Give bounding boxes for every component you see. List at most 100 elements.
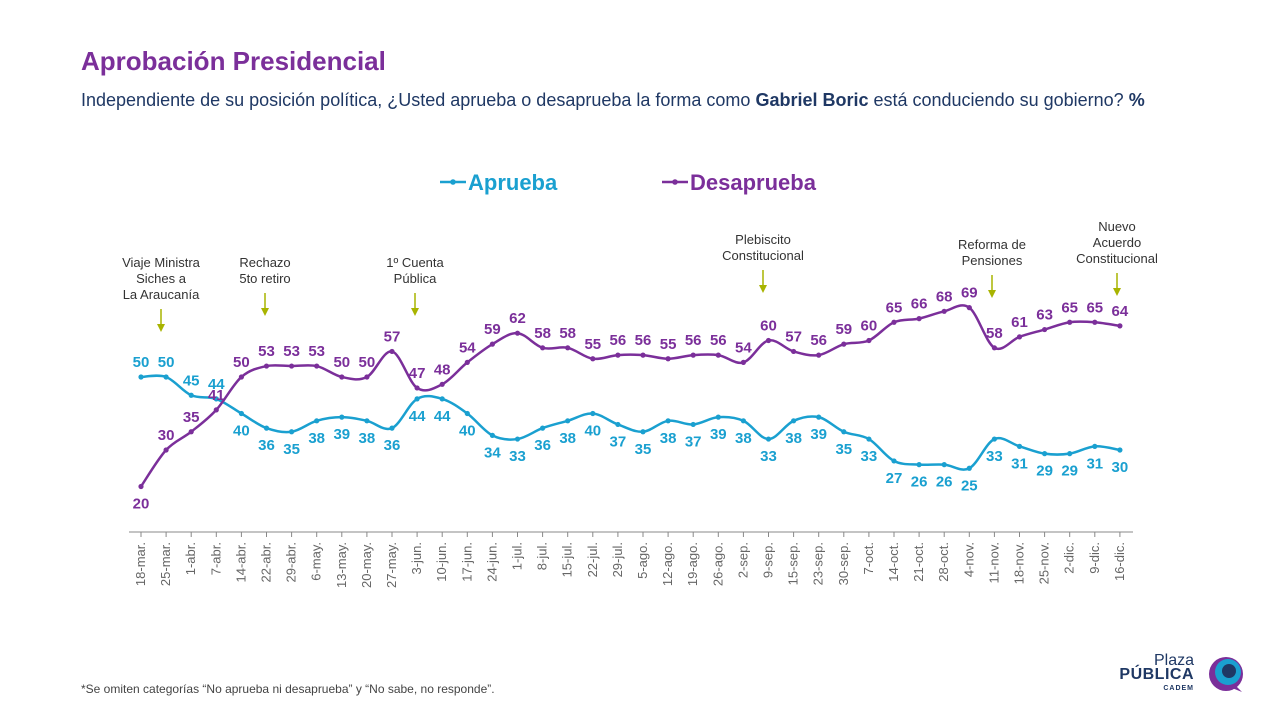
- data-point-aprueba: [188, 392, 194, 398]
- data-point-aprueba: [1117, 447, 1123, 453]
- data-point-aprueba: [263, 425, 270, 431]
- data-label-aprueba: 27: [886, 470, 903, 487]
- data-label-desaprueba: 56: [810, 332, 827, 349]
- data-label-aprueba: 40: [233, 423, 250, 440]
- annotation-label: Siches a: [136, 271, 187, 286]
- data-point-aprueba: [339, 414, 345, 420]
- data-label-desaprueba: 54: [735, 339, 752, 356]
- data-point-desaprueba: [866, 337, 872, 344]
- annotation-arrow-head: [759, 285, 767, 293]
- data-point-aprueba: [489, 432, 495, 438]
- data-point-desaprueba: [414, 385, 420, 391]
- data-point-desaprueba: [966, 305, 972, 311]
- series-line-aprueba: [140, 374, 1121, 471]
- x-tick-label: 24-jun.: [484, 542, 499, 582]
- data-label-desaprueba: 35: [183, 409, 200, 426]
- x-tick-label: 22-jul.: [585, 542, 600, 577]
- data-label-aprueba: 38: [735, 430, 752, 447]
- x-tick-label: 20-may.: [359, 542, 374, 588]
- data-label-desaprueba: 30: [158, 427, 175, 444]
- data-label-aprueba: 36: [384, 437, 401, 454]
- data-label-aprueba: 50: [158, 354, 175, 371]
- data-point-desaprueba: [941, 308, 947, 314]
- x-tick-label: 16-dic.: [1112, 542, 1127, 581]
- data-label-aprueba: 36: [258, 437, 275, 454]
- data-label-aprueba: 35: [635, 441, 652, 458]
- data-point-aprueba: [590, 410, 596, 417]
- annotation-arrow-head: [1113, 288, 1121, 296]
- x-tick-label: 29-abr.: [284, 542, 299, 582]
- x-tick-label: 29-jul.: [610, 542, 625, 577]
- data-label-aprueba: 33: [986, 448, 1003, 465]
- data-point-aprueba: [916, 462, 922, 468]
- data-label-aprueba: 40: [459, 423, 476, 440]
- legend-swatch-dot: [450, 179, 456, 185]
- chart-title: Aprobación Presidencial: [81, 46, 386, 76]
- data-label-desaprueba: 56: [610, 332, 627, 349]
- data-label-aprueba: 29: [1036, 463, 1053, 480]
- data-point-desaprueba: [715, 352, 721, 358]
- data-label-desaprueba: 56: [685, 332, 702, 349]
- data-label-desaprueba: 65: [886, 299, 903, 316]
- x-tick-label: 9-sep.: [761, 542, 776, 578]
- footnote: *Se omiten categorías “No aprueba ni des…: [81, 682, 495, 696]
- data-point-aprueba: [1016, 443, 1023, 449]
- x-tick-label: 18-mar.: [133, 542, 148, 586]
- data-point-aprueba: [866, 436, 872, 442]
- data-point-aprueba: [1067, 451, 1073, 457]
- data-point-desaprueba: [364, 374, 370, 380]
- data-label-desaprueba: 66: [911, 296, 928, 313]
- data-point-aprueba: [289, 429, 295, 435]
- data-point-desaprueba: [891, 319, 897, 325]
- data-label-desaprueba: 59: [484, 321, 501, 338]
- data-label-aprueba: 35: [283, 441, 300, 458]
- x-tick-label: 1-abr.: [183, 542, 198, 575]
- x-tick-label: 21-oct.: [911, 542, 926, 582]
- data-label-aprueba: 44: [434, 408, 451, 425]
- subtitle-text-end: está conduciendo su gobierno?: [868, 90, 1129, 110]
- data-label-aprueba: 44: [208, 376, 225, 393]
- x-tick-label: 26-ago.: [710, 542, 725, 586]
- x-tick-label: 7-oct.: [861, 542, 876, 575]
- x-tick-label: 19-ago.: [685, 542, 700, 586]
- data-point-desaprueba: [1042, 326, 1048, 333]
- data-label-aprueba: 35: [835, 441, 852, 458]
- data-label-desaprueba: 58: [559, 325, 576, 342]
- x-tick-label: 22-abr.: [259, 542, 274, 582]
- data-label-aprueba: 45: [183, 372, 200, 389]
- data-label-desaprueba: 65: [1086, 299, 1103, 316]
- annotation-label: Rechazo: [239, 255, 290, 270]
- annotation-label: Pública: [394, 271, 437, 286]
- x-tick-label: 11-nov.: [986, 542, 1001, 583]
- data-point-aprueba: [138, 374, 144, 380]
- data-point-aprueba: [238, 410, 244, 417]
- x-tick-label: 3-jun.: [409, 542, 424, 575]
- logo-line1: Plaza: [1153, 652, 1194, 669]
- data-point-desaprueba: [1092, 319, 1098, 325]
- data-label-aprueba: 44: [409, 408, 426, 425]
- data-point-desaprueba: [263, 363, 270, 369]
- x-tick-label: 4-nov.: [961, 542, 976, 577]
- data-label-desaprueba: 62: [509, 310, 526, 327]
- data-point-desaprueba: [389, 348, 395, 355]
- data-point-desaprueba: [816, 352, 822, 358]
- data-point-aprueba: [665, 418, 671, 424]
- x-tick-label: 6-may.: [309, 542, 324, 581]
- data-point-aprueba: [163, 374, 169, 380]
- data-label-desaprueba: 50: [359, 354, 376, 371]
- data-point-aprueba: [414, 396, 420, 402]
- data-point-desaprueba: [213, 407, 219, 413]
- data-point-aprueba: [213, 396, 219, 402]
- data-point-desaprueba: [163, 447, 169, 453]
- annotation-label: Acuerdo: [1093, 235, 1141, 250]
- data-point-desaprueba: [314, 363, 320, 369]
- data-label-desaprueba: 53: [308, 343, 325, 360]
- data-point-aprueba: [966, 465, 972, 471]
- data-label-aprueba: 26: [911, 474, 928, 491]
- data-label-aprueba: 31: [1011, 455, 1028, 472]
- data-point-aprueba: [464, 410, 470, 417]
- data-point-desaprueba: [916, 316, 922, 322]
- data-point-aprueba: [1042, 451, 1048, 457]
- annotation-label: Viaje Ministra: [122, 255, 201, 270]
- data-point-aprueba: [690, 421, 696, 428]
